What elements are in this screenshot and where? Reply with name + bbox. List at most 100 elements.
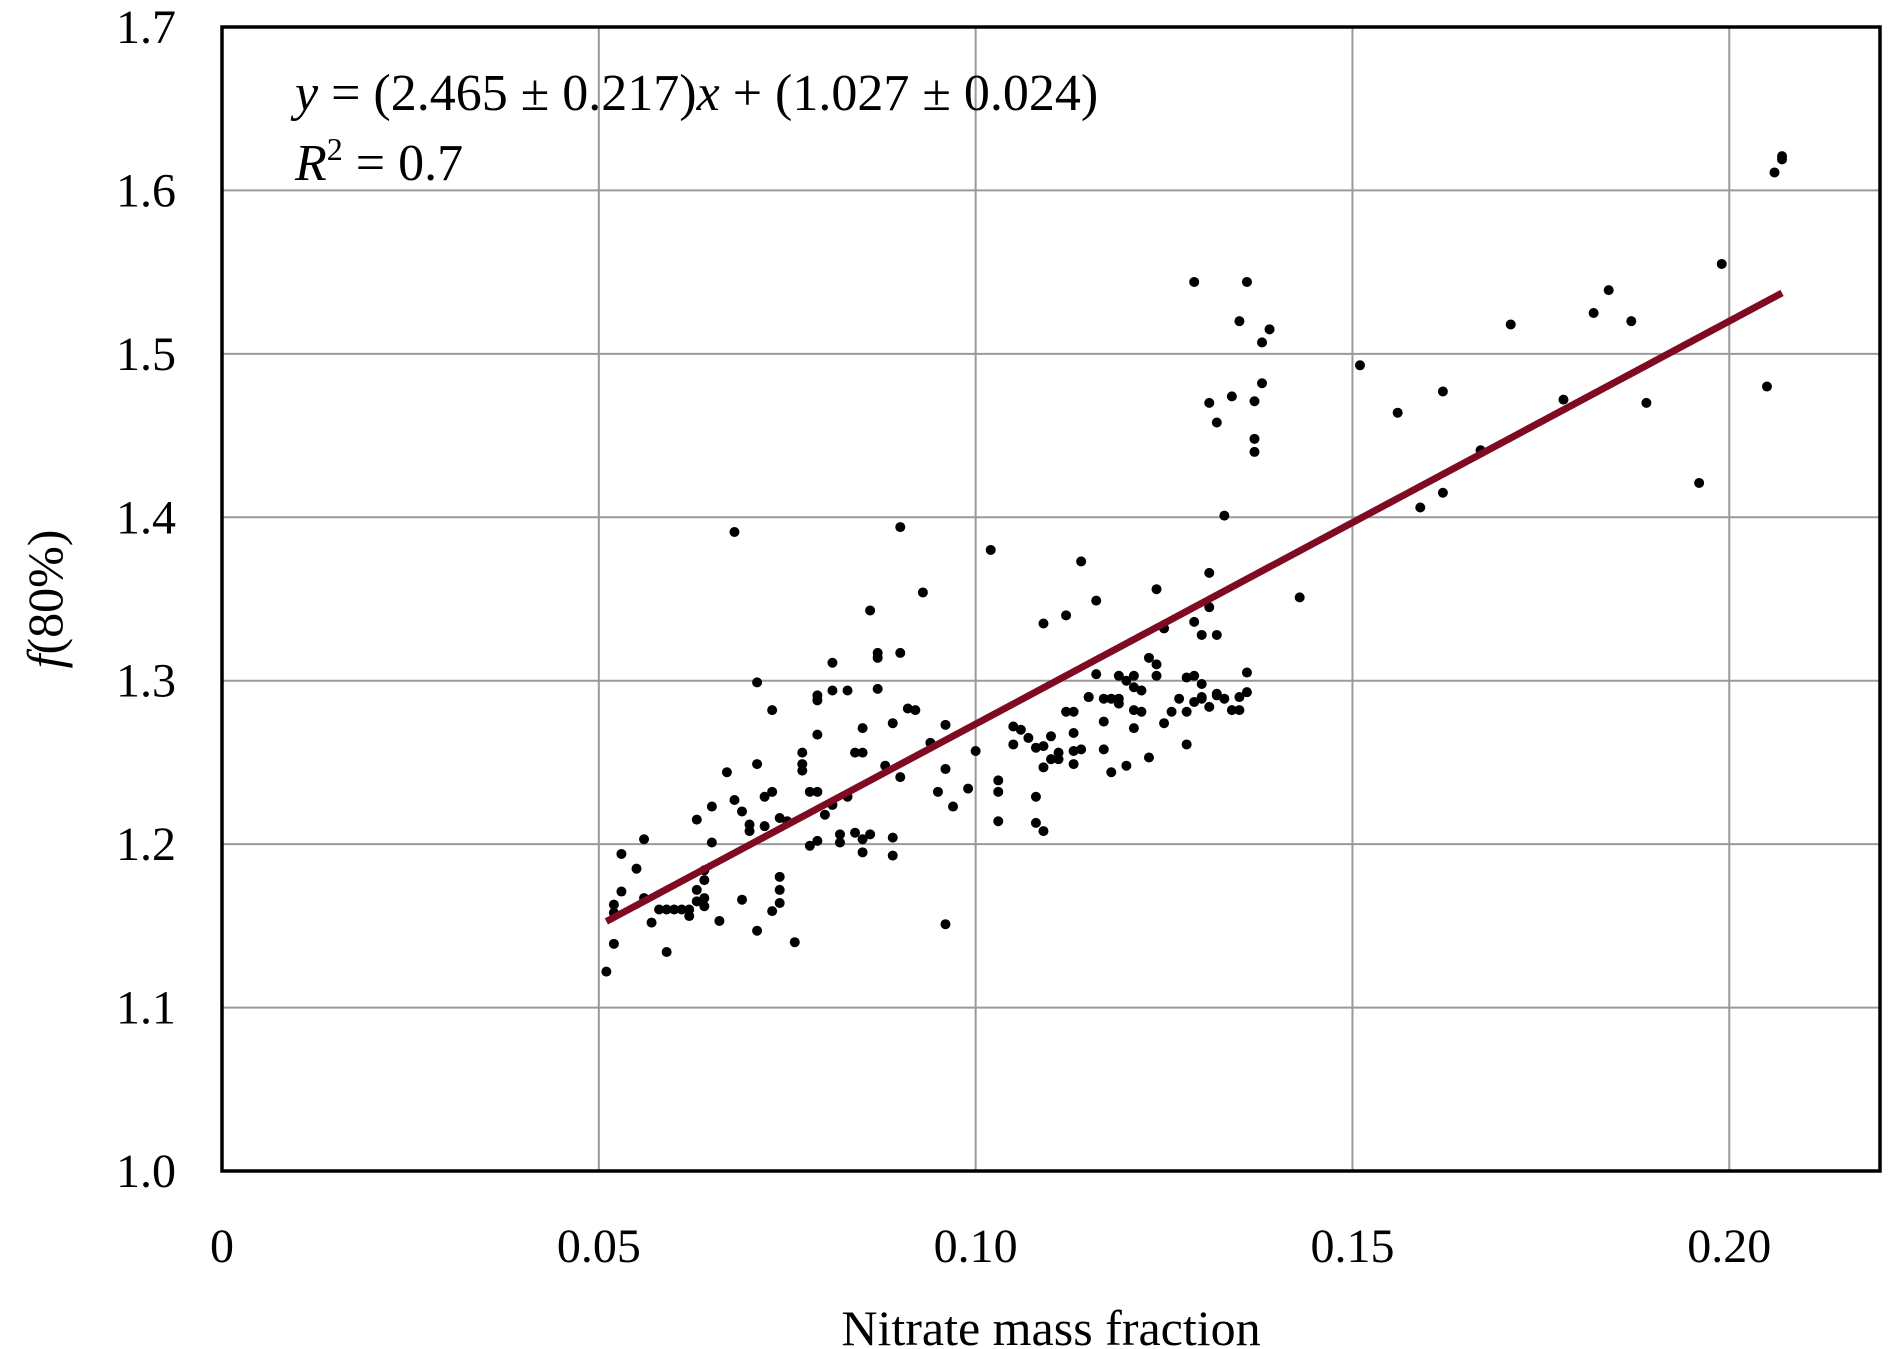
data-point [895,772,906,783]
data-point [985,544,996,555]
data-point [1068,745,1079,756]
data-point [797,747,808,758]
data-point [993,816,1004,827]
data-point [1181,739,1192,750]
data-point [895,522,906,533]
data-point [1641,397,1652,408]
x-tick-labels: 0 0.05 0.10 0.15 0.20 [210,1220,1771,1273]
data-point [1046,754,1056,765]
data-point [1076,556,1087,567]
data-point [691,896,702,907]
data-point [1588,308,1599,318]
data-point [917,587,928,598]
data-point [865,605,876,616]
data-point [1226,705,1237,716]
data-point [940,919,951,930]
data-point [1626,316,1637,327]
y-tick-label: 1.3 [116,655,176,708]
data-point [1219,510,1230,521]
data-point [1196,678,1207,689]
data-point [1091,669,1102,680]
r-squared-exponent: 2 [327,131,343,167]
data-point [1113,693,1124,704]
data-point [1294,592,1305,603]
data-point [857,723,868,734]
data-point [1106,767,1117,778]
x-tick-label: 0.15 [1310,1220,1394,1273]
data-point [1603,285,1614,296]
data-point [1008,739,1019,750]
r-squared-value: = 0.7 [343,135,463,192]
data-point [1257,378,1268,389]
data-point [1008,721,1019,732]
data-point [699,901,710,912]
data-point [1354,360,1365,371]
data-point [865,829,876,840]
data-point [850,747,861,758]
data-point [1505,319,1516,330]
data-point [1151,584,1162,595]
data-point [669,904,680,915]
y-axis-title-rest: (80%) [17,530,73,655]
y-tick-labels: 1.0 1.1 1.2 1.3 1.4 1.5 1.6 1.7 [116,1,176,1198]
r-squared-r: R [294,135,327,192]
data-point [887,832,898,843]
data-point [1249,446,1260,457]
data-point [774,884,785,895]
data-point [774,897,785,908]
data-point [631,863,642,874]
data-point [1038,618,1049,629]
data-point [767,906,778,917]
data-point [1159,718,1170,729]
data-point [737,806,748,817]
data-point [767,705,778,716]
data-point [737,894,748,905]
data-point [699,875,710,886]
data-point [1189,696,1200,707]
data-points [601,151,1788,977]
fit-equation-x: x [696,65,720,122]
data-point [789,937,800,948]
data-point [661,947,672,958]
data-point [1204,701,1215,712]
data-point [759,821,770,832]
data-point [1437,487,1448,498]
fit-equation-intercept: + (1.027 ± 0.024) [720,65,1099,122]
data-point [1234,705,1245,716]
data-point [608,899,619,910]
data-point [706,801,717,812]
data-point [1091,595,1102,606]
data-point [1136,685,1147,696]
data-point [842,685,853,696]
data-point [940,763,951,774]
data-point [661,904,672,915]
data-point [1241,276,1252,287]
data-point [691,814,702,825]
data-point [1204,567,1215,578]
data-point [819,809,830,820]
data-point [721,767,732,778]
data-point [639,834,650,845]
data-point [1143,752,1154,763]
data-point [902,703,913,714]
data-point [729,795,740,806]
r-squared: R2 = 0.7 [294,131,463,192]
y-tick-label: 1.1 [116,982,176,1035]
data-point [1769,167,1780,178]
data-point [1241,687,1252,698]
data-point [1174,693,1185,704]
data-point [872,683,883,694]
data-point [1098,744,1109,755]
data-point [993,775,1004,786]
data-point [774,812,785,823]
data-point [1257,337,1268,348]
data-point [834,829,845,840]
data-point [1226,391,1237,402]
data-point [1061,610,1072,621]
data-point [1151,659,1162,670]
data-point [616,848,627,859]
x-tick-label: 0 [210,1220,234,1273]
data-point [1068,706,1079,717]
data-point [1777,151,1788,162]
data-point [1249,396,1260,407]
